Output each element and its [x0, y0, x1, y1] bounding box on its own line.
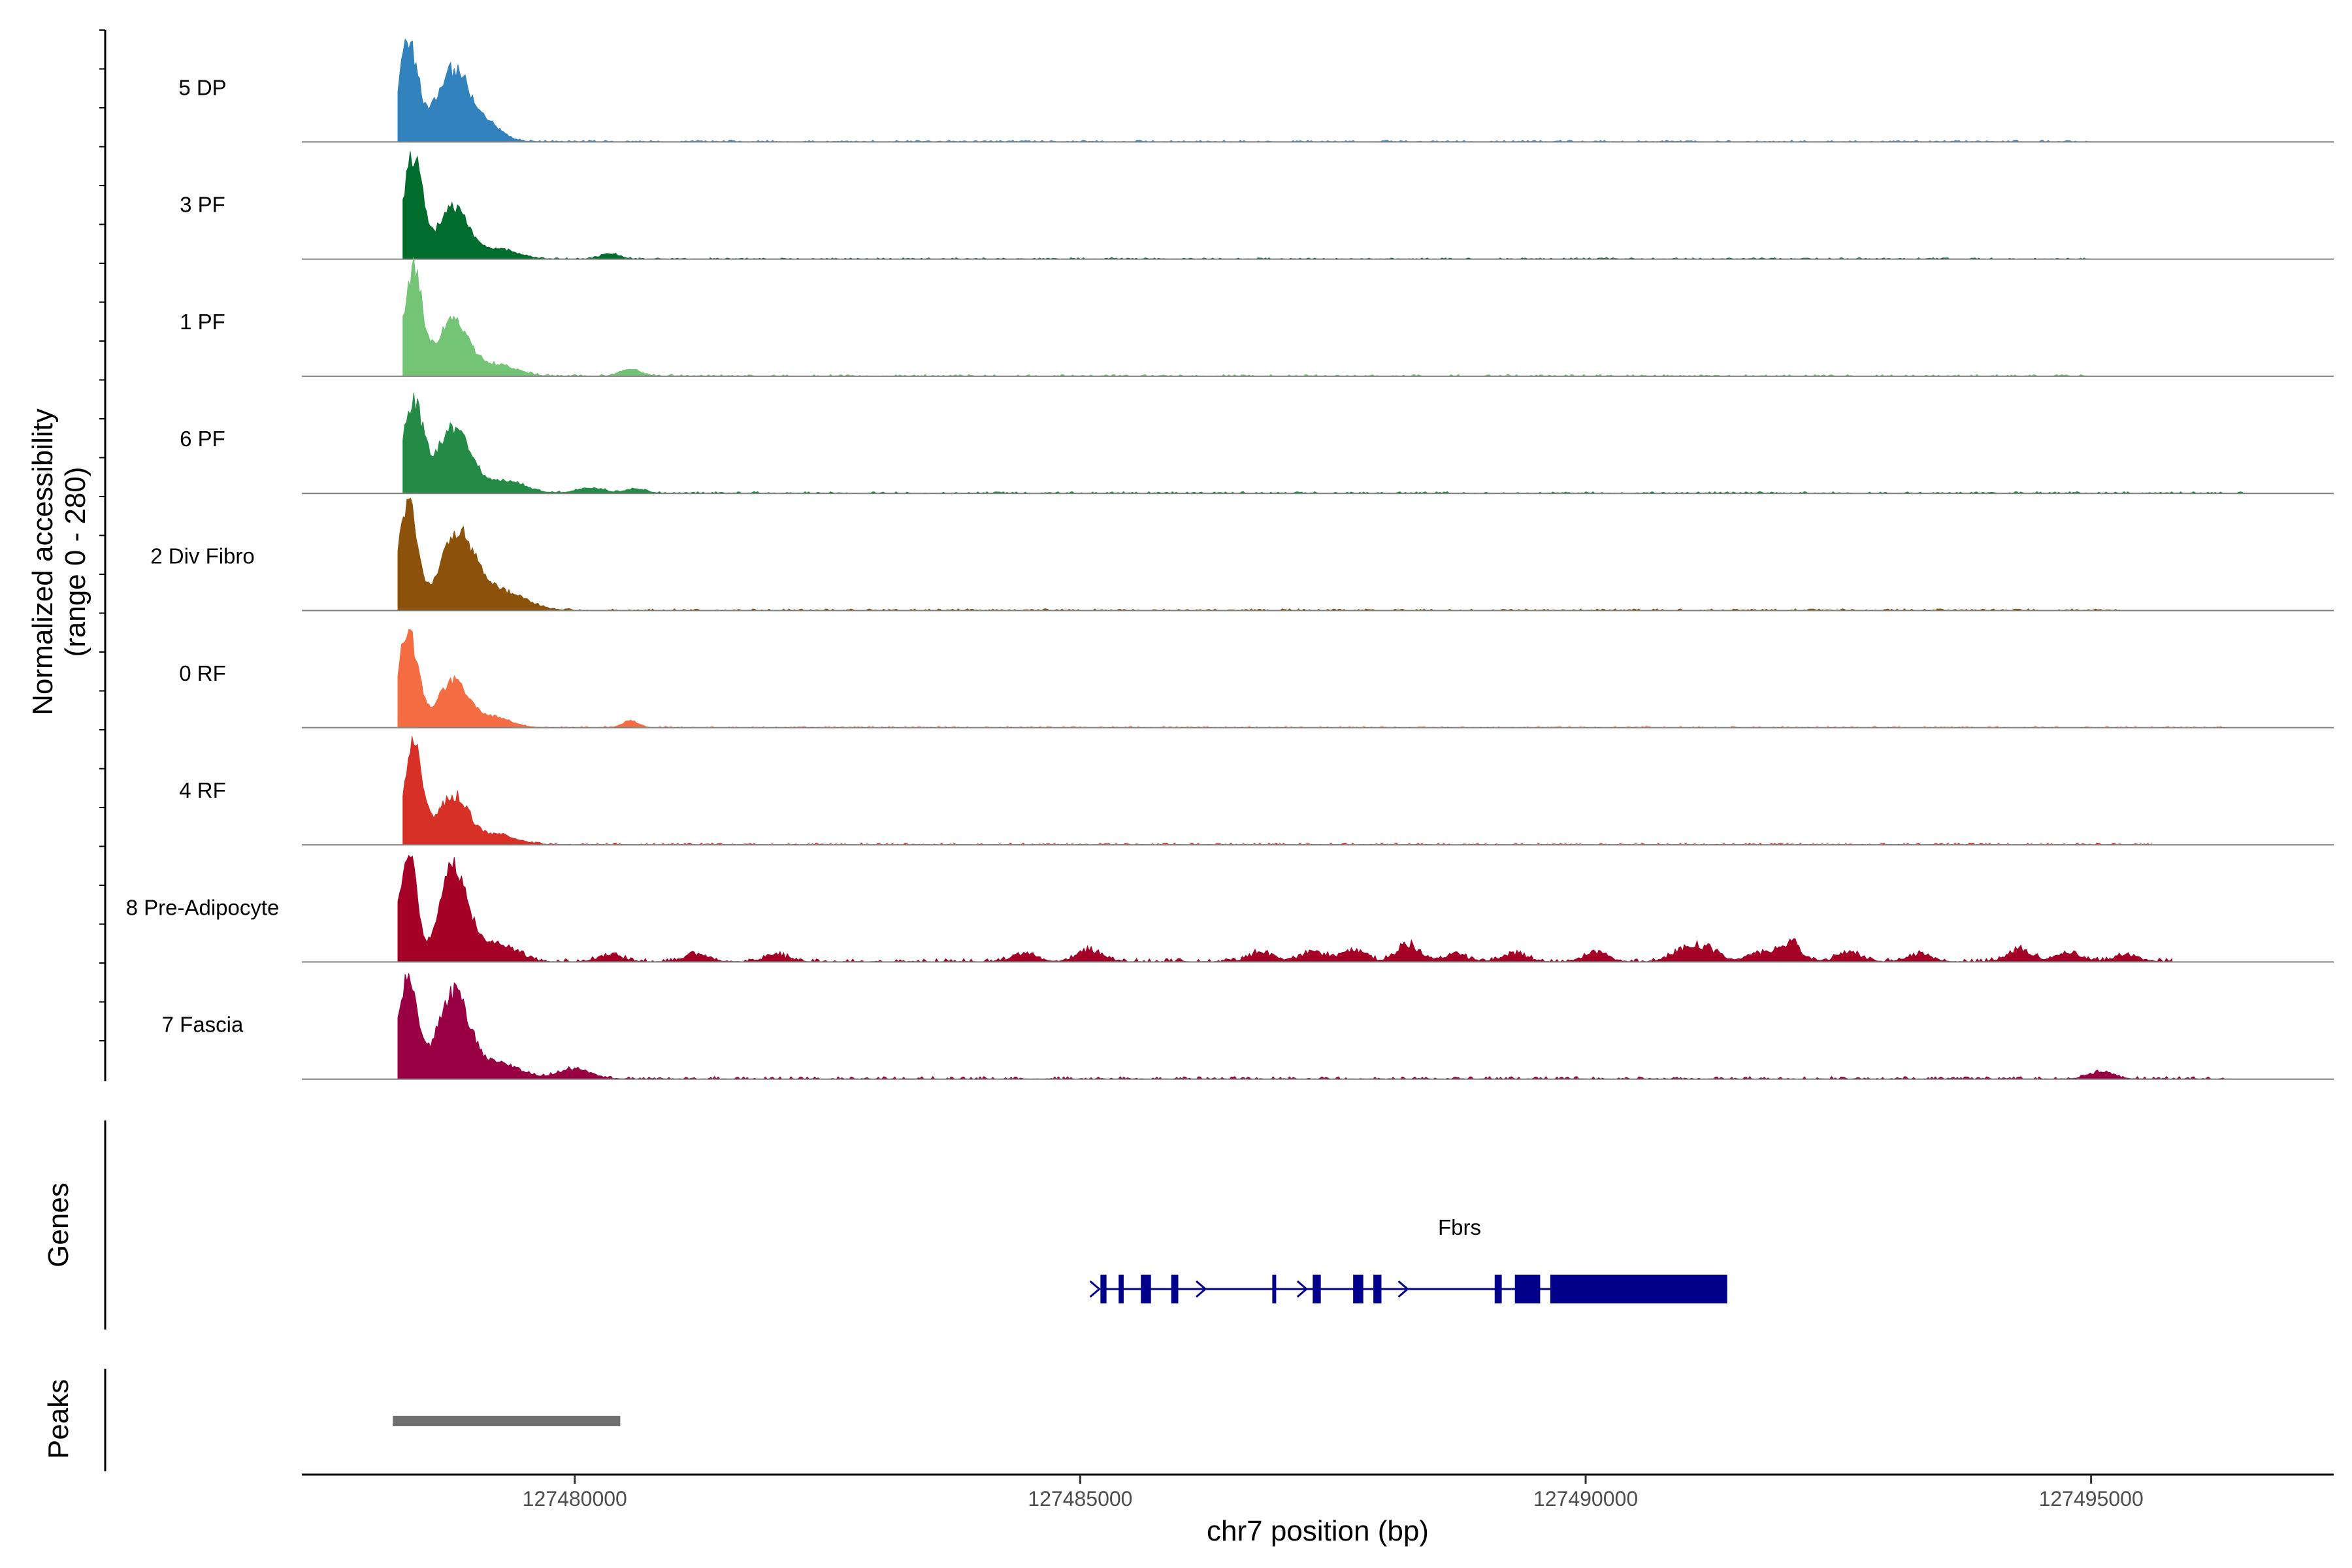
strand-arrow [1296, 1280, 1309, 1298]
x-axis-ticks: 127480000 127485000 127490000 127495000 [523, 1475, 2144, 1511]
track-5-dp: 5 DP [178, 38, 2334, 143]
track-label: 2 Div Fibro [150, 544, 255, 568]
track-label: 0 RF [179, 661, 226, 685]
coverage-tracks: 5 DP 3 PF 1 PF 6 PF 2 Div Fibro 0 RF 4 RF 8 Pre… [126, 38, 2334, 1080]
x-axis-title: chr7 position (bp) [1207, 1515, 1429, 1547]
coverage-area [397, 38, 2091, 142]
genes-track-label: Genes [42, 1183, 74, 1267]
track-label: 1 PF [180, 310, 225, 334]
track-label: 5 DP [178, 75, 226, 99]
track-7-fascia: 7 Fascia [162, 973, 2334, 1080]
gene-name: Fbrs [1438, 1215, 1481, 1239]
track-label: 7 Fascia [162, 1013, 244, 1037]
coverage-area [397, 629, 2224, 728]
gene-exon [1373, 1275, 1382, 1303]
gene-exon [1100, 1275, 1107, 1303]
strand-arrow [1089, 1280, 1101, 1298]
gene-exon [1353, 1275, 1364, 1303]
coverage-area [402, 257, 2091, 377]
peak-region [393, 1416, 621, 1426]
gene-exon [1313, 1275, 1321, 1303]
gene-exon [1550, 1275, 1727, 1303]
gene-exon [1141, 1275, 1151, 1303]
gene-exon [1514, 1275, 1541, 1303]
track-label: 8 Pre-Adipocyte [126, 895, 280, 919]
track-0-rf: 0 RF [179, 629, 2334, 728]
track-label: 4 RF [179, 778, 226, 802]
track-8-pre-adipocyte: 8 Pre-Adipocyte [126, 855, 2334, 963]
x-tick-label: 127490000 [1533, 1487, 1638, 1511]
track-6-pf: 6 PF [180, 393, 2334, 495]
track-label: 3 PF [180, 193, 225, 217]
coverage-area [402, 393, 2244, 494]
peaks-track-label: Peaks [42, 1379, 74, 1459]
y-axis-title: Normalized accessibility [27, 408, 59, 715]
coverage-area [397, 973, 2233, 1080]
y-axis-range-label: (range 0 - 280) [59, 466, 91, 657]
track-2-div-fibro: 2 Div Fibro [150, 497, 2334, 612]
genes-track: Fbrs [1089, 1215, 1727, 1303]
coverage-area [402, 151, 2091, 260]
strand-arrow [1397, 1280, 1409, 1298]
track-4-rf: 4 RF [179, 736, 2334, 846]
gene-exon [1119, 1275, 1124, 1303]
coverage-area [397, 855, 2172, 963]
x-tick-label: 127485000 [1028, 1487, 1132, 1511]
gene-exon [1272, 1275, 1277, 1303]
track-label: 6 PF [180, 427, 225, 451]
gene-exon [1494, 1275, 1502, 1303]
gene-exon [1171, 1275, 1179, 1303]
x-tick-label: 127495000 [2039, 1487, 2144, 1511]
coverage-area [402, 736, 2153, 845]
peaks-track [393, 1416, 621, 1426]
strand-arrow [1196, 1280, 1207, 1298]
coverage-y-axis-ticks [99, 29, 105, 1041]
coverage-area [397, 497, 2123, 612]
track-3-pf: 3 PF [180, 151, 2334, 260]
x-tick-label: 127480000 [523, 1487, 627, 1511]
gene-fbrs: Fbrs [1089, 1215, 1727, 1303]
track-1-pf: 1 PF [180, 257, 2334, 377]
